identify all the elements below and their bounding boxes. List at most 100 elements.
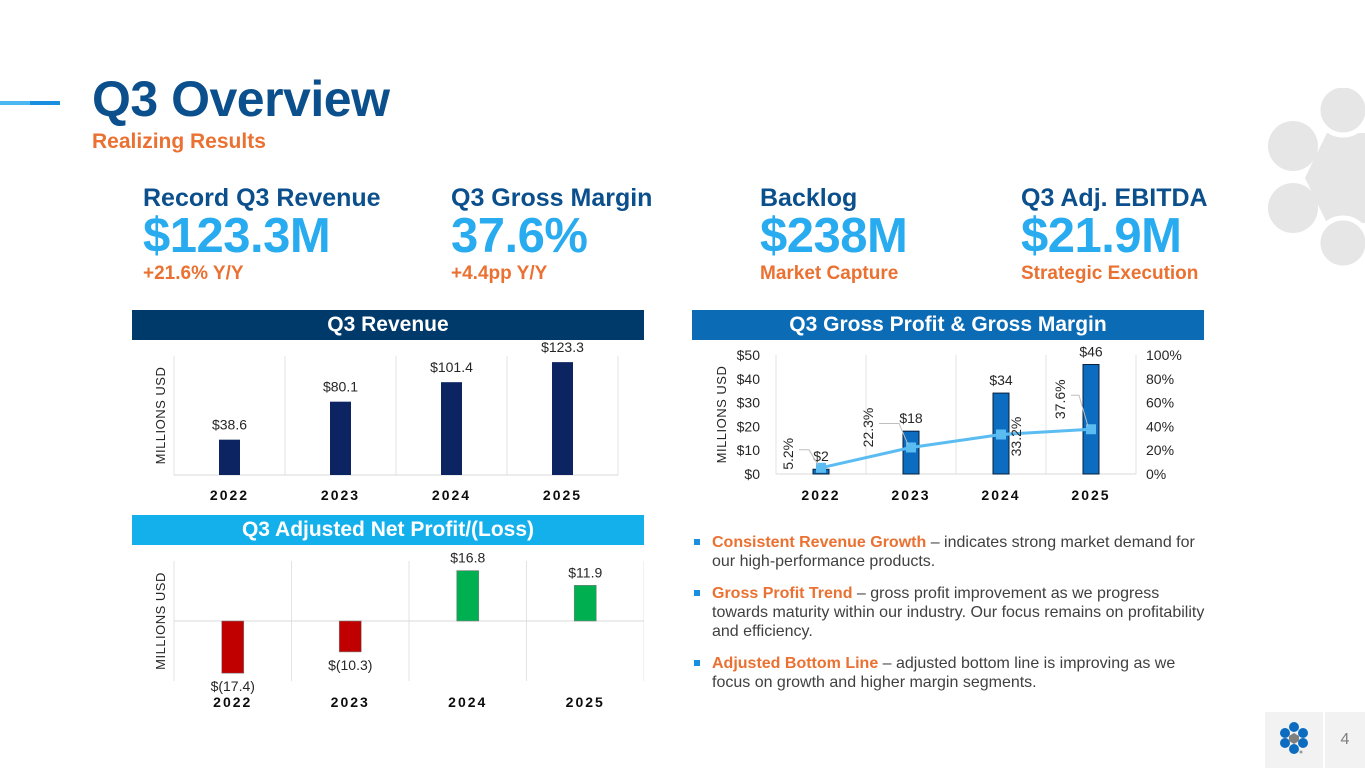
commentary-text: – gross profit improvement as we progres… — [712, 585, 1205, 640]
margin-data-label: 33.2% — [1008, 417, 1024, 457]
margin-marker — [906, 442, 916, 453]
kpi-label: Q3 Adj. EBITDA — [1021, 184, 1208, 212]
x-tick-label: 2025 — [1071, 487, 1110, 503]
commentary-item: Consistent Revenue Growth – indicates st… — [694, 533, 1214, 571]
gross-chart-title: Q3 Gross Profit & Gross Margin — [692, 310, 1204, 340]
y-axis-label: MILLIONS USD — [153, 572, 168, 670]
deco-circle — [1268, 183, 1318, 233]
bullet-square-icon — [694, 539, 700, 545]
y2-tick-label: 80% — [1146, 371, 1174, 387]
x-tick-label: 2024 — [981, 487, 1020, 503]
deco-circle — [1268, 121, 1318, 171]
bar — [219, 439, 240, 475]
y2-tick-label: 20% — [1146, 442, 1174, 458]
data-label: $80.1 — [323, 379, 358, 395]
bar — [441, 382, 462, 475]
page-number: 4 — [1325, 712, 1365, 768]
data-label: $(10.3) — [328, 657, 372, 673]
data-label: $(17.4) — [211, 678, 255, 694]
x-tick-label: 2022 — [213, 694, 252, 710]
data-label: $16.8 — [450, 550, 485, 566]
bar — [573, 584, 597, 622]
x-tick-label: 2024 — [448, 694, 487, 710]
commentary-text: – adjusted bottom line is improving as w… — [712, 655, 1176, 691]
x-tick-label: 2025 — [543, 487, 582, 503]
kpi-backlog: Backlog $238M Market Capture — [760, 183, 908, 289]
y-axis-label: MILLIONS USD — [714, 366, 729, 464]
x-tick-label: 2023 — [891, 487, 930, 503]
kpi-revenue: Record Q3 Revenue $123.3M +21.6% Y/Y — [143, 183, 381, 289]
y-tick-label: $0 — [744, 466, 760, 482]
commentary-highlight: Adjusted Bottom Line — [712, 655, 879, 672]
kpi-ebitda: Q3 Adj. EBITDA $21.9M Strategic Executio… — [1021, 183, 1208, 289]
bullet-square-icon — [694, 660, 700, 666]
data-label: $101.4 — [430, 359, 473, 375]
margin-data-label: 5.2% — [780, 438, 796, 470]
kpi-gross-margin: Q3 Gross Margin 37.6% +4.4pp Y/Y — [451, 183, 652, 289]
leader-line — [879, 422, 909, 445]
x-tick-label: 2022 — [801, 487, 840, 503]
bar — [221, 620, 245, 674]
commentary-highlight: Consistent Revenue Growth — [712, 534, 927, 551]
page-subtitle: Realizing Results — [92, 130, 266, 153]
data-label: $18 — [899, 410, 923, 426]
commentary-list: Consistent Revenue Growth – indicates st… — [694, 533, 1214, 705]
gross-profit-chart: $0 $10 $20 $30 $40 $50 0% 20% 40% 60% 80% 100% MILLI… — [714, 344, 1182, 503]
x-tick-label: 2022 — [210, 487, 249, 503]
bullet-square-icon — [694, 590, 700, 596]
net-profit-chart: MILLIONS USD $(17.4)2022 $(10.3) 2023 $16.8 2… — [153, 550, 644, 710]
accent-segment-dark — [30, 101, 60, 105]
bar — [330, 401, 351, 475]
data-label: $2 — [813, 448, 829, 464]
commentary-item: Gross Profit Trend – gross profit improv… — [694, 584, 1214, 641]
commentary-highlight: Gross Profit Trend — [712, 585, 853, 602]
margin-data-label: 37.6% — [1052, 379, 1068, 419]
deco-circle — [1315, 88, 1365, 138]
kpi-note: Market Capture — [760, 263, 899, 284]
kpi-label: Record Q3 Revenue — [143, 184, 381, 212]
margin-marker — [996, 429, 1006, 440]
data-label: $46 — [1079, 344, 1103, 360]
x-tick-label: 2025 — [566, 694, 605, 710]
kpi-value: $238M — [760, 209, 908, 263]
y2-tick-label: 0% — [1146, 466, 1166, 482]
y-tick-label: $20 — [737, 418, 761, 434]
kpi-value: $21.9M — [1021, 209, 1182, 263]
margin-line — [820, 427, 1092, 470]
kpi-value: 37.6% — [451, 209, 588, 263]
footer-logo — [1265, 712, 1323, 768]
revenue-chart: MILLIONS USD $38.6 2022 $80.1 2023 $101.4 2024… — [153, 342, 619, 503]
data-label: $11.9 — [568, 564, 602, 580]
x-tick-label: 2024 — [432, 487, 471, 503]
net-chart-title: Q3 Adjusted Net Profit/(Loss) — [132, 515, 644, 545]
y2-tick-label: 60% — [1146, 395, 1174, 411]
deco-center-shape — [1305, 133, 1365, 223]
kpi-label: Backlog — [760, 184, 858, 212]
accent-segment-light — [0, 101, 30, 105]
title-accent-line — [0, 101, 60, 105]
margin-marker — [816, 462, 826, 473]
revenue-chart-title: Q3 Revenue — [132, 310, 644, 340]
kpi-note: +4.4pp Y/Y — [451, 263, 548, 284]
deco-circle — [1315, 215, 1365, 268]
kpi-note: Strategic Execution — [1021, 263, 1199, 284]
bar — [338, 620, 362, 653]
data-label: $38.6 — [212, 417, 247, 433]
kpi-label: Q3 Gross Margin — [451, 184, 653, 212]
data-label: $34 — [989, 372, 1013, 388]
y-axis-label: MILLIONS USD — [153, 367, 168, 465]
bar — [456, 570, 480, 622]
decorative-logo-circles — [1268, 88, 1365, 268]
bar — [1082, 364, 1100, 475]
y-tick-label: $10 — [737, 442, 761, 458]
data-label: $123.3 — [541, 342, 584, 355]
y2-tick-label: 100% — [1146, 347, 1182, 363]
y2-tick-label: 40% — [1146, 418, 1174, 434]
y-tick-label: $30 — [737, 395, 761, 411]
y-tick-label: $50 — [737, 347, 761, 363]
bar — [552, 362, 573, 475]
margin-marker — [1086, 424, 1096, 435]
commentary-item: Adjusted Bottom Line – adjusted bottom l… — [694, 654, 1214, 692]
y-tick-label: $40 — [737, 371, 761, 387]
page-title: Q3 Overview — [92, 71, 390, 127]
